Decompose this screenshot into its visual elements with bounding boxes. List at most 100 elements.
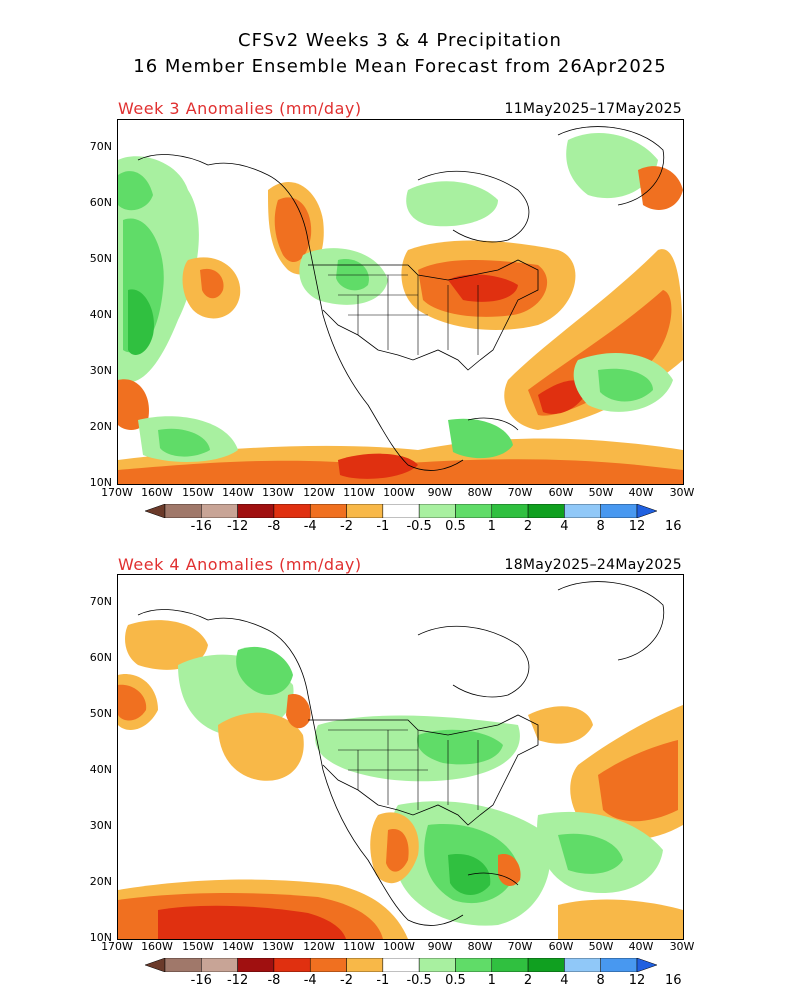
week3-lat-40n: 40N (89, 308, 112, 321)
week4-lat-10n: 10N (89, 931, 112, 944)
week3-lon-40w: 40W (628, 486, 654, 499)
week3-lon-160w: 160W (141, 486, 173, 499)
week4-lat-30n: 30N (89, 819, 112, 832)
week4-lon-50w: 50W (588, 940, 614, 953)
colorbar-swatch (273, 504, 311, 518)
week3-lon-50w: 50W (588, 486, 614, 499)
colorbar-tick-label: 2 (523, 973, 533, 988)
colorbar-tick-label: -12 (226, 973, 249, 988)
colorbar-tick-label: 16 (665, 973, 682, 988)
week4-lat-70n: 70N (89, 595, 112, 608)
week3-label: Week 3 Anomalies (mm/day) (118, 99, 362, 118)
week3-lat-60n: 60N (89, 196, 112, 209)
week3-lat-50n: 50N (89, 252, 112, 265)
colorbar-tick-label: 4 (560, 973, 569, 988)
week3-lat-10n: 10N (89, 476, 112, 489)
week4-lon-140w: 140W (222, 940, 254, 953)
colorbar-swatch (145, 504, 166, 518)
week4-lat-50n: 50N (89, 707, 112, 720)
colorbar-swatch (237, 958, 275, 972)
colorbar-tick-label: -4 (303, 973, 317, 988)
colorbar-tick-label: 12 (628, 973, 646, 988)
week4-lon-60w: 60W (548, 940, 574, 953)
week3-lat-70n: 70N (89, 140, 112, 153)
colorbar-tick-label: 1 (487, 519, 496, 534)
colorbar-tick-label: 12 (628, 519, 646, 534)
week4-lat-60n: 60N (89, 651, 112, 664)
colorbar-swatch (418, 504, 456, 518)
colorbar-swatch (382, 504, 420, 518)
week3-dates: 11May2025–17May2025 (504, 101, 682, 117)
colorbar-swatch (491, 958, 529, 972)
week3-lon-100w: 100W (383, 486, 415, 499)
week3-lat-20n: 20N (89, 420, 112, 433)
colorbar-tick-label: -16 (190, 519, 212, 534)
colorbar-swatch (418, 958, 456, 972)
week4-lon-90w: 90W (427, 940, 453, 953)
colorbar-swatch (491, 504, 529, 518)
colorbar-tick-label: -1 (376, 973, 390, 988)
colorbar-swatch (600, 504, 638, 518)
colorbar-swatch (382, 958, 420, 972)
week4-map (117, 574, 684, 940)
colorbar-tick-label: 0.5 (445, 973, 466, 988)
week3-map (117, 119, 684, 485)
colorbar-swatch (527, 958, 565, 972)
colorbar-tick-label: 8 (596, 973, 605, 988)
colorbar-tick-label: 2 (523, 519, 533, 534)
week4-label: Week 4 Anomalies (mm/day) (118, 555, 362, 574)
week3-lon-90w: 90W (427, 486, 453, 499)
colorbar-tick-label: 4 (560, 519, 569, 534)
week3-lon-150w: 150W (182, 486, 214, 499)
colorbar-tick-label: 1 (487, 973, 496, 988)
colorbar-swatch (273, 958, 311, 972)
colorbar-tick-label: -2 (340, 519, 354, 534)
week3-lon-80w: 80W (467, 486, 493, 499)
week4-dates: 18May2025–24May2025 (504, 557, 682, 573)
week3-colorbar (145, 504, 657, 518)
week4-lat-20n: 20N (89, 875, 112, 888)
colorbar-tick-label: 0.5 (445, 519, 466, 534)
colorbar-swatch (455, 504, 493, 518)
colorbar-swatch (564, 504, 601, 518)
week3-lat-30n: 30N (89, 364, 112, 377)
week3-lon-170w: 170W (101, 486, 133, 499)
colorbar-swatch (636, 958, 657, 972)
week4-lon-110w: 110W (343, 940, 375, 953)
colorbar-swatch (564, 958, 601, 972)
colorbar-tick-label: -0.5 (406, 519, 432, 534)
week4-map-svg (118, 581, 683, 939)
colorbar-swatch (164, 958, 202, 972)
colorbar-tick-label: 16 (665, 519, 682, 534)
week3-map-svg (118, 126, 683, 484)
week4-lon-30w: 30W (669, 940, 695, 953)
colorbar-tick-label: 8 (596, 519, 605, 534)
colorbar-swatch (346, 958, 384, 972)
colorbar-swatch (527, 504, 565, 518)
colorbar-swatch (600, 958, 638, 972)
week4-lon-170w: 170W (101, 940, 133, 953)
week3-lon-140w: 140W (222, 486, 254, 499)
colorbar-tick-label: -4 (303, 519, 317, 534)
week4-lon-160w: 160W (141, 940, 173, 953)
title-line2: 16 Member Ensemble Mean Forecast from 26… (133, 56, 667, 77)
colorbar-swatch (346, 504, 384, 518)
week4-lat-40n: 40N (89, 763, 112, 776)
week3-lon-130w: 130W (262, 486, 294, 499)
week3-lon-120w: 120W (303, 486, 335, 499)
colorbar-swatch (309, 958, 347, 972)
week3-lon-110w: 110W (343, 486, 375, 499)
colorbar-swatch (455, 958, 493, 972)
colorbar-tick-label: -0.5 (406, 973, 432, 988)
week4-lon-70w: 70W (507, 940, 533, 953)
colorbar-swatch (201, 504, 238, 518)
week4-lon-40w: 40W (628, 940, 654, 953)
colorbar-swatch (237, 504, 275, 518)
week3-lon-30w: 30W (669, 486, 695, 499)
colorbar-tick-label: -12 (226, 519, 249, 534)
colorbar-swatch (164, 504, 202, 518)
colorbar-swatch (309, 504, 347, 518)
colorbar-tick-label: -8 (267, 519, 281, 534)
colorbar-swatch (636, 504, 657, 518)
colorbar-tick-label: -1 (376, 519, 390, 534)
